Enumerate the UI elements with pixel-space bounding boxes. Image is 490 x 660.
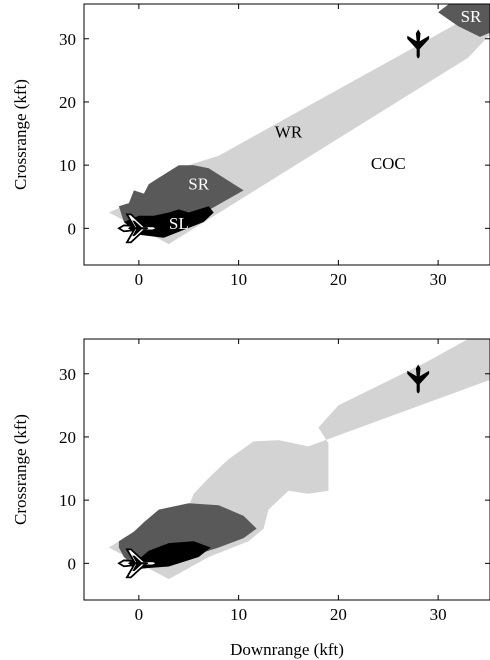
y-tick-label: 30 — [59, 30, 76, 49]
region-sr — [438, 4, 490, 37]
y-tick-label: 0 — [68, 554, 77, 573]
y-tick-label: 20 — [59, 428, 76, 447]
x-tick-label: 20 — [330, 270, 347, 289]
y-tick-label: 10 — [59, 156, 76, 175]
y-tick-label: 30 — [59, 365, 76, 384]
x-axis-label: Downrange (kft) — [230, 640, 344, 659]
y-tick-label: 20 — [59, 93, 76, 112]
y-axis-label: Crossrange (kft) — [11, 79, 30, 190]
plot-frame — [83, 3, 490, 266]
y-tick-label: 0 — [68, 219, 77, 238]
x-tick-label: 0 — [135, 605, 144, 624]
x-tick-label: 30 — [430, 605, 447, 624]
x-tick-label: 30 — [430, 270, 447, 289]
y-tick-label: 10 — [59, 491, 76, 510]
region-label-sl: SL — [169, 214, 189, 233]
plot-frame — [83, 338, 490, 601]
region-label-coc: COC — [371, 154, 406, 173]
x-tick-label: 0 — [135, 270, 144, 289]
ownship-aircraft-icon — [117, 548, 157, 579]
region-label-wr: WR — [275, 123, 303, 142]
top-panel: WR COC SR SL SR 0 10 20 30 0 10 20 30 Crossrange (kft… — [11, 3, 490, 289]
intruder-aircraft-icon — [407, 29, 430, 59]
ownship-aircraft-icon — [117, 213, 157, 244]
x-tick-label: 20 — [330, 605, 347, 624]
regions — [108, 339, 490, 580]
x-tick-label: 10 — [230, 605, 247, 624]
region-label-sr: SR — [461, 7, 482, 26]
y-axis-label: Crossrange (kft) — [11, 414, 30, 525]
bottom-panel: 0 10 20 30 0 10 20 30 Crossrange (kft) Downrange … — [11, 338, 490, 659]
intruder-aircraft-icon — [407, 364, 430, 394]
regions — [108, 4, 490, 245]
region-sr — [118, 165, 244, 232]
x-tick-label: 10 — [230, 270, 247, 289]
region-label-sr: SR — [188, 174, 209, 193]
